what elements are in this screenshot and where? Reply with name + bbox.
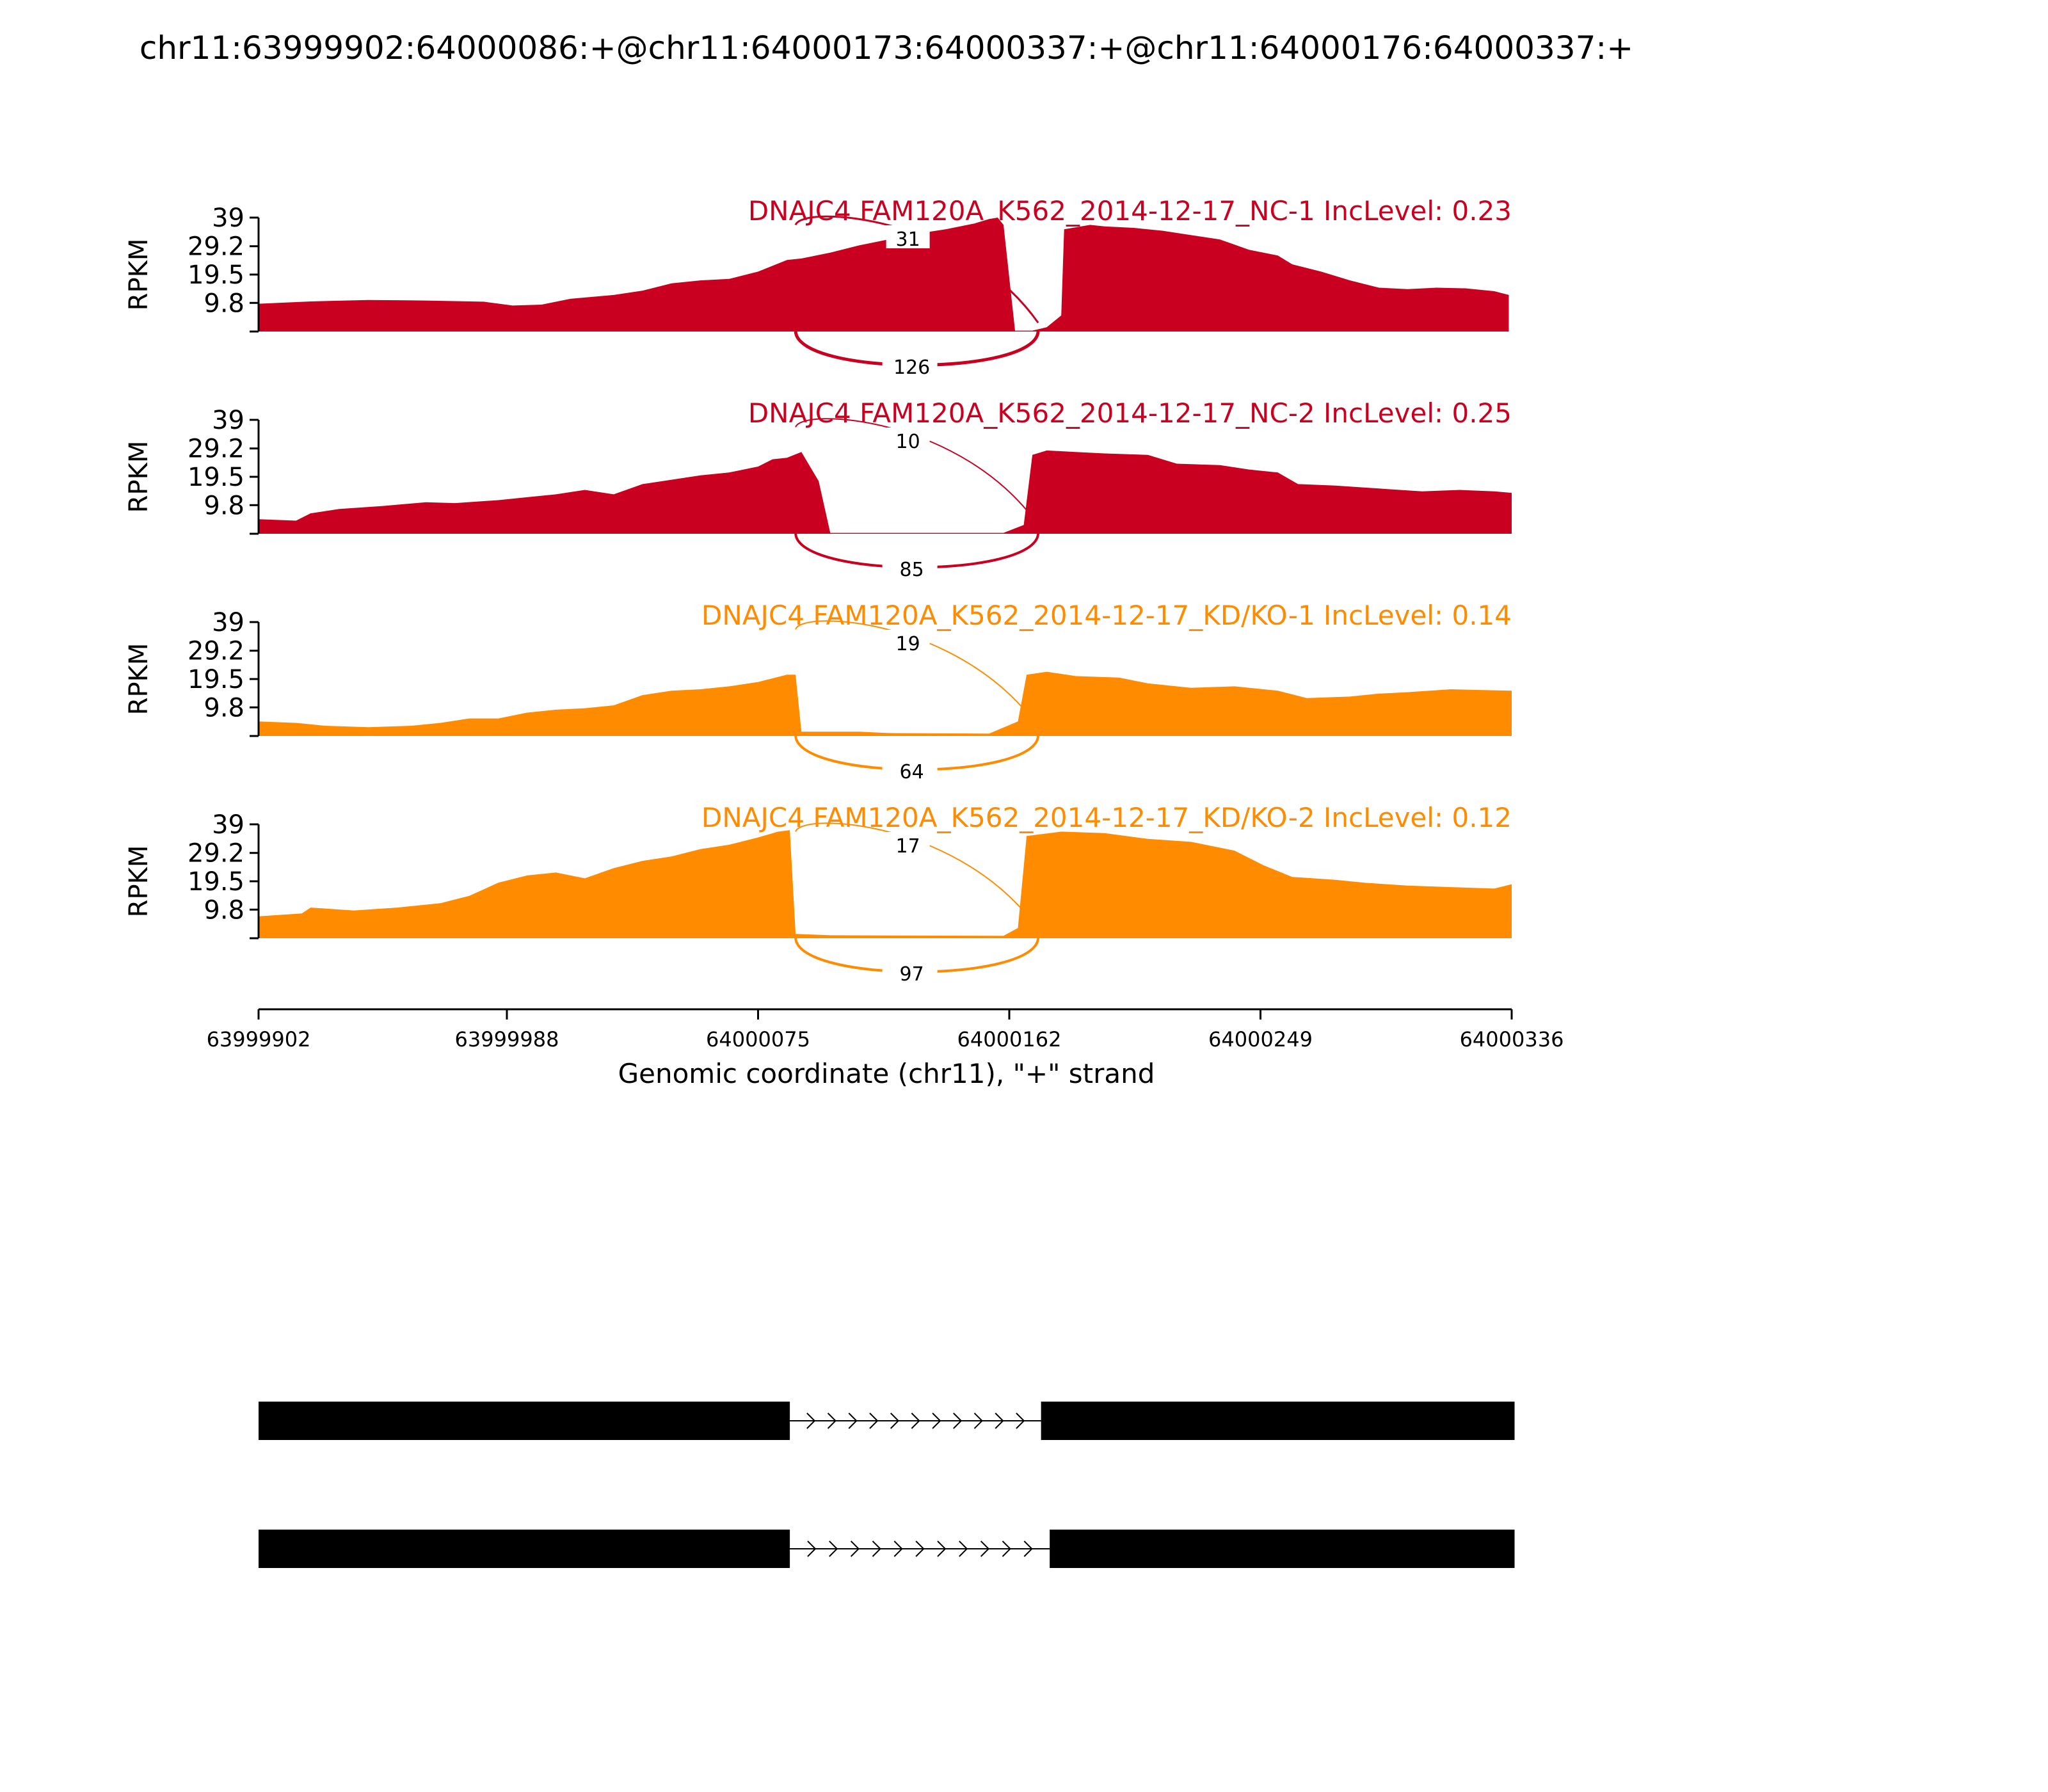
x-axis-label: Genomic coordinate (chr11), "+" strand xyxy=(618,1058,1155,1089)
y-tick-label: 9.8 xyxy=(204,693,244,723)
sample-label: DNAJC4 FAM120A_K562_2014-12-17_NC-2 IncL… xyxy=(748,397,1512,429)
junction-label-bg xyxy=(886,428,930,451)
x-tick-label: 64000162 xyxy=(957,1027,1062,1052)
y-tick-label: 9.8 xyxy=(204,289,244,318)
intron-chevron xyxy=(995,1412,1004,1429)
exon-block xyxy=(1050,1530,1515,1568)
y-tick-label: 19.5 xyxy=(188,463,244,492)
junction-label-bg xyxy=(882,352,938,376)
sample-panel: 17 97 DNAJC4 FAM120A_K562_2014-12-17_KD/KO… xyxy=(124,802,1512,986)
intron-chevron xyxy=(911,1412,920,1429)
y-tick-label: 29.2 xyxy=(188,637,244,666)
intron-chevron xyxy=(915,1540,925,1557)
intron-chevron xyxy=(1016,1412,1025,1429)
y-axis-label: RPKM xyxy=(124,441,154,513)
y-tick-label: 9.8 xyxy=(204,895,244,925)
intron-chevron xyxy=(893,1540,903,1557)
intron-chevron xyxy=(1023,1540,1033,1557)
y-tick-label: 39 xyxy=(212,406,244,435)
junction-count-upper: 31 xyxy=(896,228,920,251)
junction-count-lower: 126 xyxy=(893,356,930,379)
intron-chevron xyxy=(850,1540,860,1557)
coverage-area xyxy=(259,830,1512,938)
transcript xyxy=(259,1402,1515,1440)
y-tick-label: 29.2 xyxy=(188,435,244,464)
y-tick-label: 29.2 xyxy=(188,839,244,868)
x-tick-label: 64000336 xyxy=(1460,1027,1564,1052)
junction-count-lower: 97 xyxy=(900,963,924,986)
sample-label: DNAJC4 FAM120A_K562_2014-12-17_NC-1 IncL… xyxy=(748,195,1512,227)
sample-label: DNAJC4 FAM120A_K562_2014-12-17_KD/KO-1 I… xyxy=(701,600,1512,631)
y-tick-label: 19.5 xyxy=(188,260,244,290)
intron-chevron xyxy=(1002,1540,1011,1557)
intron-chevron xyxy=(973,1412,983,1429)
exon-block xyxy=(259,1402,790,1440)
coverage-panels: 31 126 DNAJC4 FAM120A_K562_2014-12-17_NC-1… xyxy=(124,195,1512,986)
junction-count-upper: 19 xyxy=(896,633,920,655)
x-axis: 63999902 63999988 64000075 64000162 64000249… xyxy=(207,1008,1564,1052)
intron-chevron xyxy=(959,1540,968,1557)
intron-chevron xyxy=(869,1412,879,1429)
y-tick-label: 19.5 xyxy=(188,867,244,897)
intron-chevron xyxy=(806,1412,816,1429)
coverage-area xyxy=(259,450,1512,534)
intron-chevron xyxy=(827,1412,836,1429)
y-tick-label: 39 xyxy=(212,810,244,840)
junction-label-bg xyxy=(886,832,930,855)
exon-block xyxy=(259,1530,790,1568)
y-tick-label: 19.5 xyxy=(188,665,244,694)
intron-chevron xyxy=(890,1412,900,1429)
intron-chevron xyxy=(872,1540,881,1557)
y-axis-label: RPKM xyxy=(124,239,154,311)
sample-panel: 10 85 DNAJC4 FAM120A_K562_2014-12-17_NC-2 … xyxy=(124,397,1512,581)
junction-count-upper: 17 xyxy=(896,835,920,858)
y-tick-label: 29.2 xyxy=(188,232,244,262)
sample-panel: 19 64 DNAJC4 FAM120A_K562_2014-12-17_KD/KO… xyxy=(124,600,1512,783)
intron-chevron xyxy=(807,1540,817,1557)
y-tick-label: 39 xyxy=(212,608,244,637)
junction-count-lower: 85 xyxy=(900,559,924,581)
transcript xyxy=(259,1530,1515,1568)
y-axis-label: RPKM xyxy=(124,643,154,716)
coverage-area xyxy=(259,218,1509,332)
intron-chevron xyxy=(953,1412,963,1429)
exon-block xyxy=(1041,1402,1515,1440)
intron-chevron xyxy=(980,1540,990,1557)
y-tick-label: 39 xyxy=(212,204,244,233)
intron-chevron xyxy=(932,1412,941,1429)
x-tick-label: 64000249 xyxy=(1208,1027,1313,1052)
sample-label: DNAJC4 FAM120A_K562_2014-12-17_KD/KO-2 I… xyxy=(701,802,1512,833)
transcript-models xyxy=(259,1402,1515,1568)
junction-label-bg xyxy=(882,756,938,781)
intron-chevron xyxy=(829,1540,838,1557)
junction-count-lower: 64 xyxy=(900,761,924,783)
x-tick-label: 63999988 xyxy=(455,1027,559,1052)
junction-label-bg xyxy=(886,225,930,248)
junction-label-bg xyxy=(882,959,938,983)
y-axis-label: RPKM xyxy=(124,845,154,918)
intron-chevron xyxy=(848,1412,858,1429)
sample-panel: 31 126 DNAJC4 FAM120A_K562_2014-12-17_NC-1… xyxy=(124,195,1512,379)
chart-title: chr11:63999902:64000086:+@chr11:64000173… xyxy=(140,29,1633,67)
y-tick-label: 9.8 xyxy=(204,491,244,520)
junction-label-bg xyxy=(882,554,938,579)
junction-count-upper: 10 xyxy=(896,431,920,453)
intron-chevron xyxy=(937,1540,947,1557)
x-tick-label: 63999902 xyxy=(207,1027,311,1052)
coverage-area xyxy=(259,671,1512,736)
x-tick-label: 64000075 xyxy=(706,1027,810,1052)
junction-label-bg xyxy=(886,630,930,653)
